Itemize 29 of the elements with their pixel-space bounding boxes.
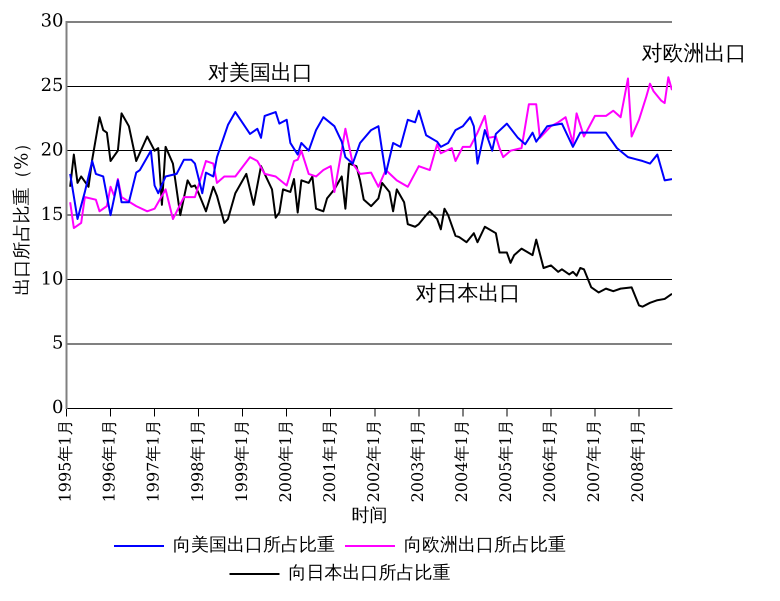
annotation: 对欧洲出口 xyxy=(642,41,747,66)
x-tick-label: 1995年1月 xyxy=(56,420,75,502)
x-tick-label: 2002年1月 xyxy=(364,420,383,502)
x-tick-label: 1997年1月 xyxy=(144,420,163,502)
y-tick-label: 20 xyxy=(40,139,64,160)
legend-label: 向欧洲出口所占比重 xyxy=(404,534,566,556)
y-tick-label: 15 xyxy=(40,204,64,225)
legend-label: 向美国出口所占比重 xyxy=(173,534,335,556)
x-tick-label: 2003年1月 xyxy=(408,420,427,502)
y-tick-label: 5 xyxy=(52,332,64,354)
x-tick-label: 2006年1月 xyxy=(540,420,560,502)
y-tick-label: 25 xyxy=(40,74,64,96)
annotation: 对日本出口 xyxy=(415,280,520,305)
x-tick-label: 1999年1月 xyxy=(232,420,251,502)
x-tick-label: 1996年1月 xyxy=(100,420,119,502)
legend-label: 向日本出口所占比重 xyxy=(288,562,450,584)
x-tick-label: 2005年1月 xyxy=(496,420,516,502)
x-tick-label: 2007年1月 xyxy=(584,420,604,502)
x-tick-label: 2000年1月 xyxy=(276,420,295,502)
y-tick-label: 10 xyxy=(40,268,64,290)
x-tick-label: 2008年1月 xyxy=(628,420,648,502)
y-tick-label: 30 xyxy=(40,10,64,32)
y-tick-label: 0 xyxy=(52,397,64,418)
x-tick-label: 2001年1月 xyxy=(320,420,339,502)
x-tick-label: 2004年1月 xyxy=(452,420,471,502)
x-axis-title: 时间 xyxy=(351,504,388,526)
annotation: 对美国出口 xyxy=(208,60,314,84)
x-tick-label: 1998年1月 xyxy=(188,420,207,502)
y-axis-title: 出口所占比重（%） xyxy=(11,134,32,296)
